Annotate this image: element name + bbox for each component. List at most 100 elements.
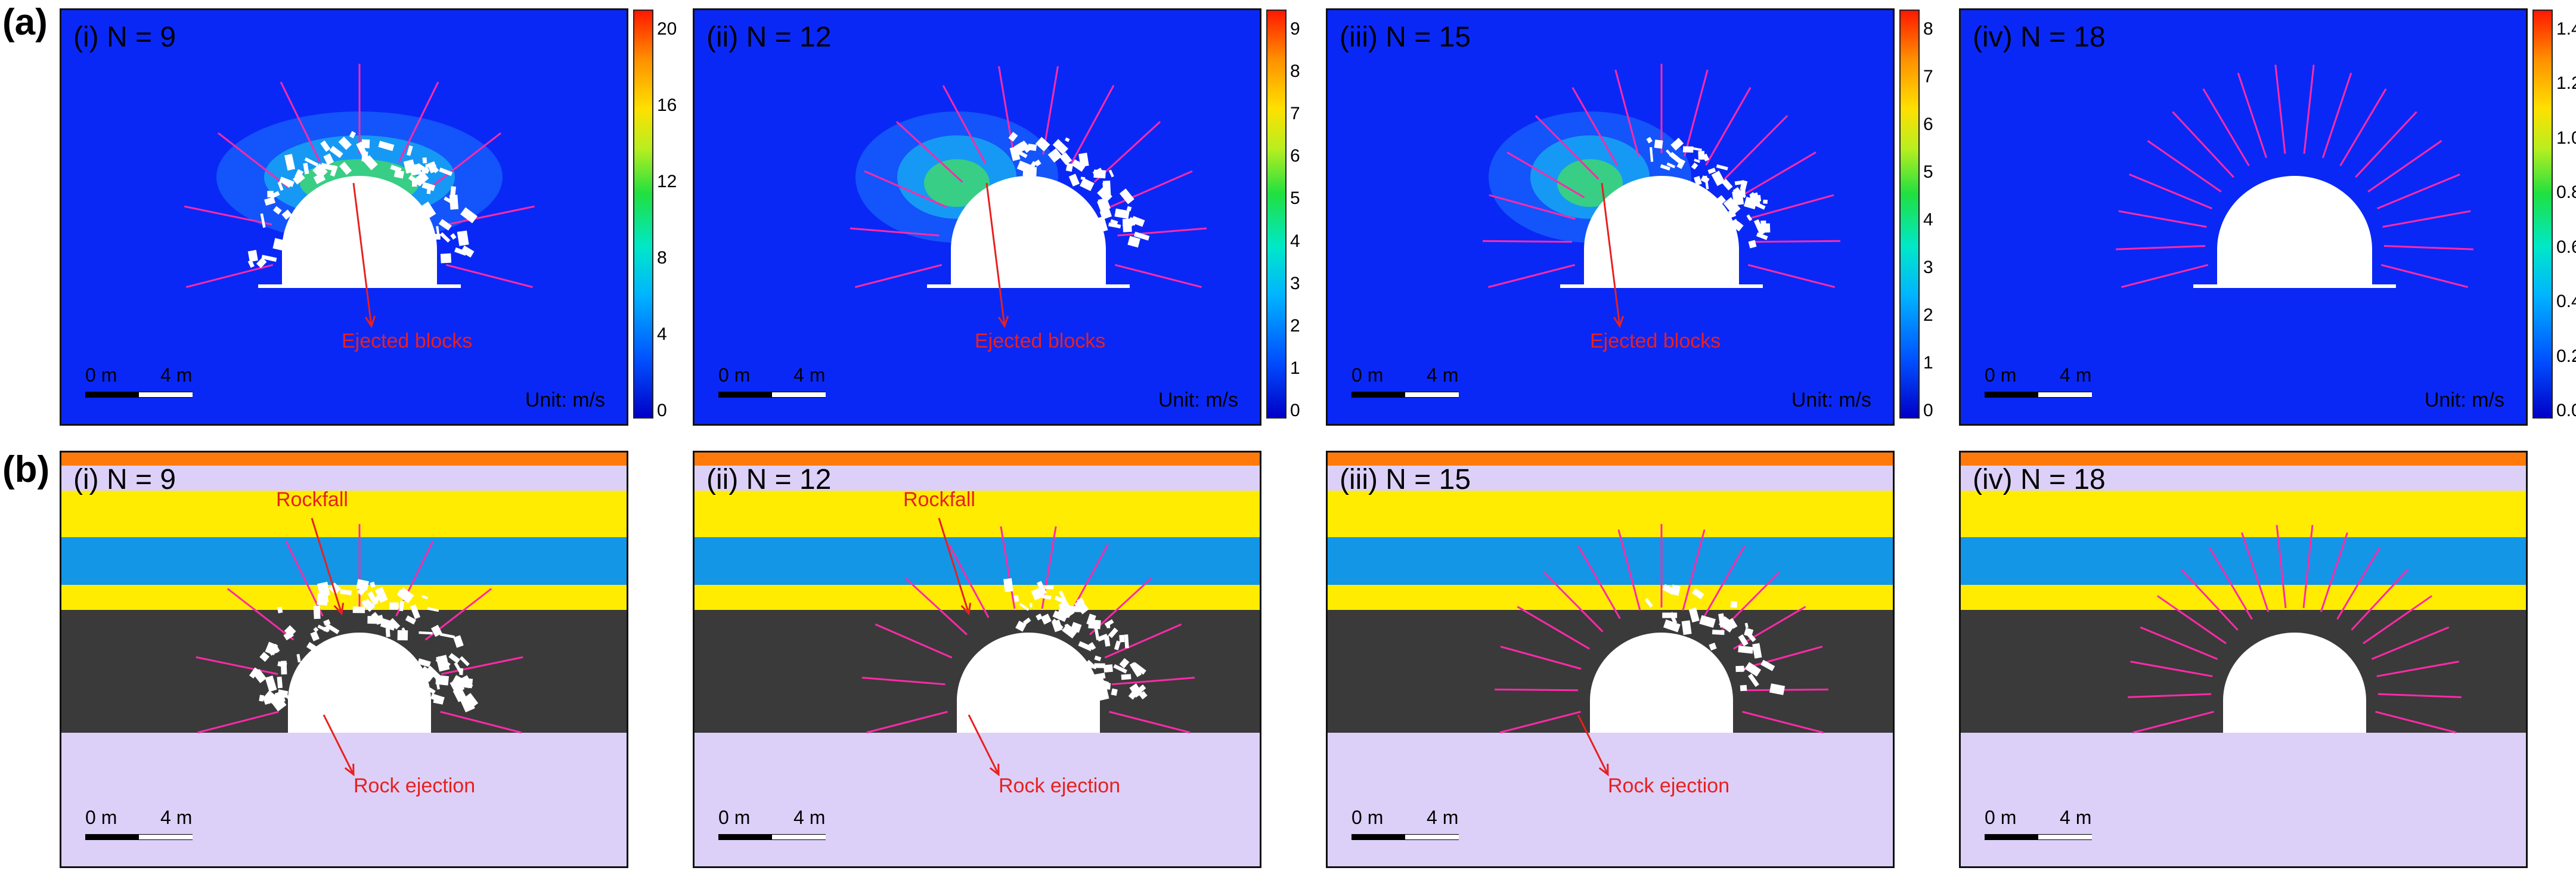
rock-block: [1089, 642, 1096, 650]
rock-bolts: [196, 524, 523, 734]
panel-label: (iv) N = 18: [1973, 464, 2106, 495]
rock-block: [1062, 623, 1078, 639]
rock-block: [277, 606, 283, 613]
rock-block: [323, 153, 334, 165]
rock-block: [460, 207, 478, 224]
rock-block: [1019, 603, 1030, 611]
rock-block: [1702, 153, 1710, 162]
rock-block: [410, 604, 421, 619]
rock-bolt: [2276, 525, 2287, 608]
rock-block: [1663, 619, 1681, 633]
rock-block: [462, 675, 473, 689]
colorbar-tick: 7: [1923, 67, 1933, 86]
rock-block: [1732, 190, 1744, 206]
rock-block: [1099, 208, 1112, 220]
rock-block: [1101, 680, 1109, 685]
stratum-lavender-top: [1328, 466, 1893, 491]
rock-block: [1728, 618, 1738, 629]
rock-bolt: [1111, 677, 1195, 686]
rock-block: [439, 633, 455, 639]
rock-bolt: [2157, 595, 2227, 644]
rock-block: [1744, 662, 1762, 677]
strata-panel-2: (ii) N = 12 0 m 4 m Rockfall Rock ejection: [693, 451, 1261, 868]
rock-block: [320, 140, 331, 152]
rock-bolt: [861, 677, 946, 686]
rock-bolt: [1614, 69, 1639, 157]
annotation-rock-ejection: Rock ejection: [999, 774, 1121, 797]
tunnel-floor: [927, 284, 1130, 288]
unit-label: Unit: m/s: [1158, 389, 1238, 411]
stratum-yellow-lower: [1328, 585, 1893, 610]
rock-block: [389, 602, 399, 610]
stratum-blue: [61, 537, 627, 585]
rock-block: [426, 189, 431, 194]
rock-block: [1133, 231, 1150, 241]
rock-block: [249, 667, 259, 679]
rock-block: [1654, 140, 1663, 149]
scale-label-4m: 4 m: [2060, 364, 2092, 386]
rock-block: [1694, 175, 1702, 186]
rock-bolt: [2383, 245, 2473, 250]
stratum-orange: [1328, 453, 1893, 466]
rock-bolt: [2172, 111, 2234, 178]
scale-bar: 0 m 4 m: [1351, 807, 1459, 840]
rock-bolt: [2376, 661, 2459, 677]
rock-block: [452, 687, 467, 702]
rock-block: [1738, 634, 1749, 647]
scale-bar: 0 m 4 m: [1351, 364, 1459, 398]
scale-label-4m: 4 m: [2060, 807, 2092, 828]
rock-block: [320, 163, 335, 171]
rock-bolt: [1109, 170, 1193, 208]
scale-bar-black: [1985, 834, 2038, 840]
scale-label-0m: 0 m: [718, 364, 751, 386]
rock-block: [1660, 164, 1671, 171]
rock-bolt: [2202, 88, 2250, 166]
strata-section: [1961, 453, 2526, 734]
rock-bolt: [1109, 711, 1191, 734]
rock-block: [1681, 620, 1692, 635]
colorbar-tick: 6: [1290, 146, 1300, 166]
scale-bar-white: [2038, 834, 2092, 840]
rock-block: [1106, 622, 1111, 628]
rock-block: [440, 253, 452, 264]
rock-block: [261, 255, 277, 262]
rock-block: [1108, 627, 1118, 639]
rock-block: [1740, 180, 1748, 191]
rock-block: [1047, 148, 1062, 163]
scale-bar-black: [1351, 834, 1405, 840]
rock-bolt: [1738, 151, 1816, 199]
scale-bar: 0 m 4 m: [1985, 364, 2092, 398]
rock-block: [326, 623, 340, 634]
tunnel-floor: [1560, 284, 1763, 288]
rock-bolt: [440, 711, 522, 734]
rock-bolt: [2128, 693, 2212, 698]
rock-bolt: [1577, 546, 1621, 619]
rock-block: [1769, 683, 1785, 695]
rock-block: [313, 627, 319, 633]
rock-block: [356, 579, 369, 591]
rock-block: [375, 596, 380, 601]
rock-block: [1065, 163, 1074, 172]
velocity-panel-2: (ii) N = 12 Unit: m/s 0 m 4 m Ejected blocks: [693, 8, 1261, 426]
rock-bolt: [2377, 693, 2462, 698]
rock-bolt: [2129, 173, 2212, 210]
rock-block: [317, 594, 328, 606]
rock-block: [1709, 642, 1717, 651]
rock-block: [421, 595, 429, 600]
rock-block: [1746, 214, 1753, 221]
rock-block: [1127, 236, 1140, 248]
rock-bolt: [2321, 72, 2352, 159]
rock-bolts: [184, 64, 535, 289]
colorbar-tick: 16: [657, 95, 677, 115]
rock-block: [361, 139, 370, 148]
rock-block: [1718, 613, 1726, 628]
rock-block: [1113, 664, 1127, 674]
rock-bolts: [850, 66, 1207, 289]
rock-bolt: [2351, 568, 2410, 631]
fractured-blocks: [1644, 584, 1785, 695]
rock-block: [1044, 585, 1054, 590]
scale-bar-black: [85, 834, 139, 840]
tunnel-opening: [2217, 176, 2372, 284]
scale-bar-white: [2038, 392, 2092, 398]
rock-block: [1114, 640, 1121, 650]
